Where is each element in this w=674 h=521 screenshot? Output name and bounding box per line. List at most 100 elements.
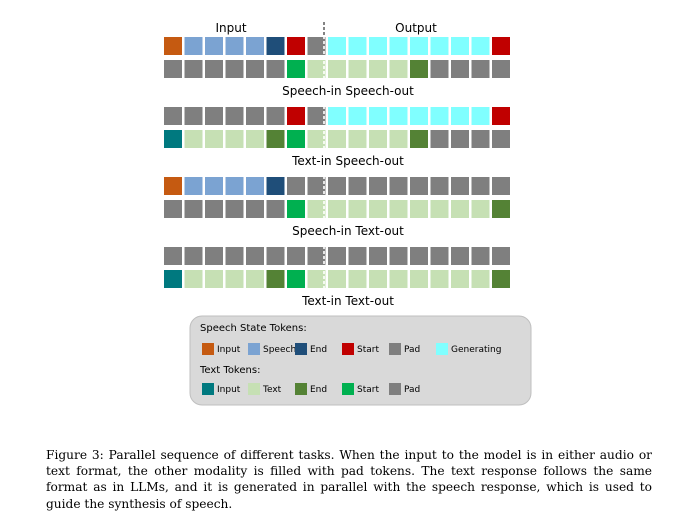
legend-swatch <box>389 383 401 395</box>
speech-token <box>369 247 387 265</box>
text-token <box>389 130 408 148</box>
text-token <box>410 130 428 148</box>
task-title: Text-in Text-out <box>301 294 394 308</box>
speech-token <box>307 37 326 55</box>
text-token <box>307 60 326 78</box>
speech-token <box>369 177 387 195</box>
text-token <box>492 130 510 148</box>
speech-token <box>369 107 387 125</box>
speech-token <box>348 247 367 265</box>
speech-token <box>389 177 408 195</box>
task-title: Speech-in Speech-out <box>282 84 414 98</box>
legend-label: Start <box>357 345 379 355</box>
speech-token <box>205 247 223 265</box>
text-token <box>225 130 244 148</box>
task-group: Text-in Text-out <box>164 246 510 308</box>
speech-token <box>430 177 449 195</box>
text-token <box>225 60 244 78</box>
speech-token <box>246 177 264 195</box>
legend-label: Input <box>217 345 241 355</box>
text-token <box>389 200 408 218</box>
speech-token <box>266 107 285 125</box>
legend-text-title: Text Tokens: <box>199 365 260 376</box>
legend-swatch <box>295 383 307 395</box>
text-token <box>410 270 428 288</box>
text-token <box>348 200 367 218</box>
text-token <box>184 270 203 288</box>
text-token <box>246 200 264 218</box>
speech-token <box>164 177 182 195</box>
text-token <box>266 270 285 288</box>
text-token <box>451 60 469 78</box>
text-token <box>287 60 305 78</box>
speech-token <box>430 247 449 265</box>
legend-label: End <box>310 345 327 355</box>
text-token <box>205 130 223 148</box>
legend-swatch <box>342 343 354 355</box>
speech-token <box>225 107 244 125</box>
text-token <box>389 60 408 78</box>
legend-label: Pad <box>404 385 420 395</box>
text-token <box>471 200 490 218</box>
speech-token <box>430 37 449 55</box>
text-token <box>287 270 305 288</box>
text-token <box>164 130 182 148</box>
text-token <box>164 200 182 218</box>
legend-text-items: Input Text End Start Pad <box>202 383 420 395</box>
speech-token <box>184 107 203 125</box>
legend-label: Input <box>217 385 241 395</box>
speech-token <box>451 247 469 265</box>
speech-token <box>389 107 408 125</box>
legend-label: Generating <box>451 345 501 355</box>
text-token <box>430 200 449 218</box>
text-token <box>471 60 490 78</box>
text-token <box>471 130 490 148</box>
speech-token <box>348 107 367 125</box>
speech-token <box>471 107 490 125</box>
speech-token <box>184 37 203 55</box>
speech-token <box>328 107 346 125</box>
speech-token <box>410 247 428 265</box>
text-token <box>492 270 510 288</box>
speech-token <box>164 247 182 265</box>
speech-token <box>410 37 428 55</box>
text-token <box>164 60 182 78</box>
text-token <box>328 130 346 148</box>
speech-token <box>492 177 510 195</box>
speech-token <box>307 247 326 265</box>
figure-caption: Figure 3: Parallel sequence of different… <box>46 448 652 511</box>
task-title: Text-in Speech-out <box>291 154 404 168</box>
text-token <box>266 130 285 148</box>
text-token <box>328 200 346 218</box>
text-token <box>266 60 285 78</box>
text-token <box>451 270 469 288</box>
text-token <box>205 200 223 218</box>
text-token <box>246 270 264 288</box>
text-token <box>307 200 326 218</box>
speech-token <box>225 37 244 55</box>
text-token <box>205 270 223 288</box>
speech-token <box>287 107 305 125</box>
speech-token <box>266 177 285 195</box>
text-token <box>410 200 428 218</box>
text-token <box>389 270 408 288</box>
legend-label: End <box>310 385 327 395</box>
text-token <box>328 270 346 288</box>
text-token <box>246 130 264 148</box>
task-group: Text-in Speech-out <box>164 106 510 168</box>
text-token <box>451 130 469 148</box>
text-token <box>410 60 428 78</box>
legend-swatch <box>202 343 214 355</box>
speech-token <box>184 247 203 265</box>
speech-token <box>287 37 305 55</box>
legend: Speech State Tokens: Input Speech End Start… <box>189 315 532 406</box>
text-token <box>430 270 449 288</box>
speech-token <box>451 107 469 125</box>
speech-token <box>287 177 305 195</box>
speech-token <box>184 177 203 195</box>
text-token <box>184 200 203 218</box>
speech-token <box>348 177 367 195</box>
legend-swatch <box>202 383 214 395</box>
speech-token <box>348 37 367 55</box>
legend-label: Text <box>262 385 282 395</box>
